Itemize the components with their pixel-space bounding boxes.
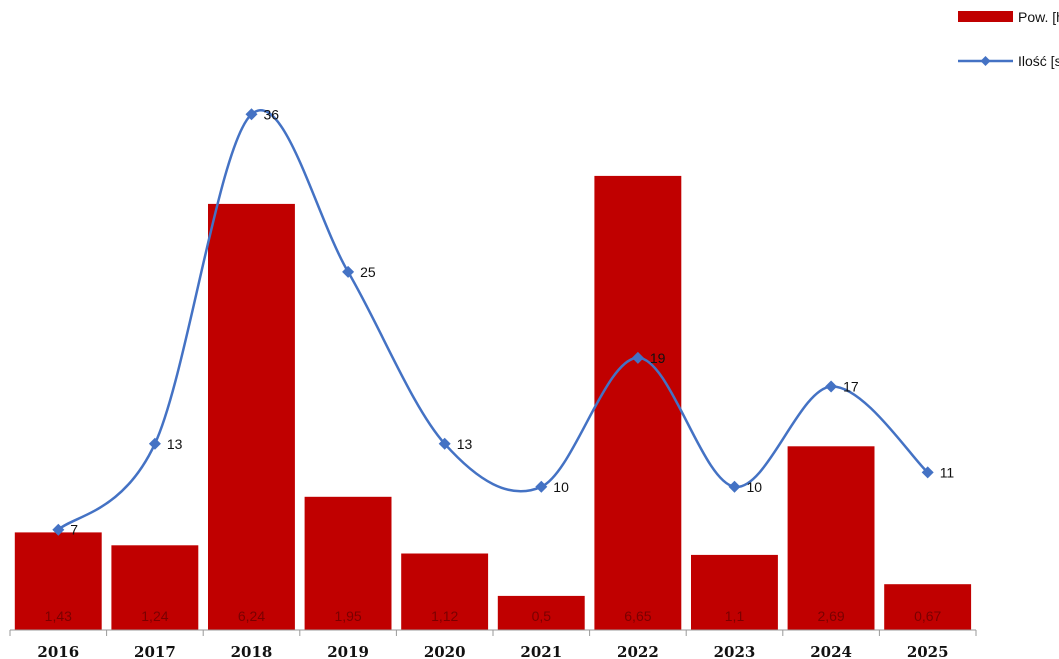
legend-line-marker (980, 56, 991, 66)
line-value-label-2017: 13 (167, 436, 183, 452)
legend-bar-label: Pow. [ha] (1018, 9, 1059, 25)
bar-2023 (691, 554, 778, 630)
bar-value-label-2019: 1,95 (334, 608, 361, 624)
x-tick-label-2018: 2018 (231, 643, 273, 659)
x-axis: 2016 2017 2018 2019 2020 2021 2022 2023 2024 2025 (9, 629, 977, 659)
bar-2021 (497, 595, 585, 630)
line-series-layer (52, 108, 934, 536)
line-value-label-2025: 11 (940, 464, 955, 480)
bar-2016 (14, 532, 102, 630)
bar-value-label-2024: 2,69 (817, 608, 844, 624)
x-tick-label-2021: 2021 (520, 643, 562, 659)
line-value-label-2016: 7 (70, 522, 78, 538)
x-tick-label-2019: 2019 (327, 643, 369, 659)
line-point-2022 (631, 351, 644, 364)
line-value-label-2020: 13 (457, 436, 473, 452)
bar-2020 (401, 553, 489, 630)
line-value-label-2021: 10 (553, 479, 569, 495)
line-point-2025 (921, 466, 934, 479)
x-tick-label-2025: 2025 (907, 643, 949, 659)
bar-value-label-2017: 1,24 (141, 608, 168, 624)
bar-2022 (594, 175, 682, 630)
bar-value-label-2018: 6,24 (238, 608, 265, 624)
line-series-path (57, 109, 929, 531)
line-value-label-2024: 17 (843, 379, 859, 395)
x-tick-label-2016: 2016 (37, 643, 79, 659)
line-point-2016 (52, 523, 65, 536)
line-value-label-2023: 10 (747, 479, 763, 495)
line-value-label-2022: 19 (650, 350, 666, 366)
data-labels-layer: 1,43 1,24 6,24 1,95 1,12 0,5 6,65 1,1 2,69 0,67 7 1… (45, 106, 955, 624)
x-tick-label-2022: 2022 (617, 643, 659, 659)
x-tick-label-2024: 2024 (810, 643, 852, 659)
line-point-2018 (245, 108, 258, 121)
bar-2018 (208, 203, 295, 630)
line-point-2019 (342, 265, 355, 278)
legend: Pow. [ha] Ilość [szt.] (958, 9, 1059, 69)
bar-value-label-2020: 1,12 (431, 608, 458, 624)
x-tick-label-2023: 2023 (714, 643, 756, 659)
bar-value-label-2016: 1,43 (45, 608, 72, 624)
bar-value-label-2023: 1,1 (725, 608, 745, 624)
bar-value-label-2025: 0,67 (914, 608, 941, 624)
bar-series-layer (14, 175, 972, 630)
line-value-label-2018: 36 (264, 106, 280, 122)
bar-2025 (884, 584, 972, 630)
line-point-2020 (438, 437, 451, 450)
legend-line-label: Ilość [szt.] (1018, 53, 1059, 69)
bar-2017 (111, 545, 199, 630)
line-point-2024 (825, 380, 838, 393)
line-value-label-2019: 25 (360, 264, 376, 280)
x-tick-label-2017: 2017 (134, 643, 176, 659)
legend-bar-swatch (958, 11, 1013, 22)
line-point-2017 (148, 437, 161, 450)
bar-2024 (787, 446, 875, 630)
bar-2019 (304, 496, 392, 630)
x-tick-label-2020: 2020 (424, 643, 466, 659)
bar-value-label-2021: 0,5 (532, 608, 552, 624)
bar-value-label-2022: 6,65 (624, 608, 651, 624)
line-point-2023 (728, 480, 741, 493)
line-point-2021 (535, 480, 548, 493)
